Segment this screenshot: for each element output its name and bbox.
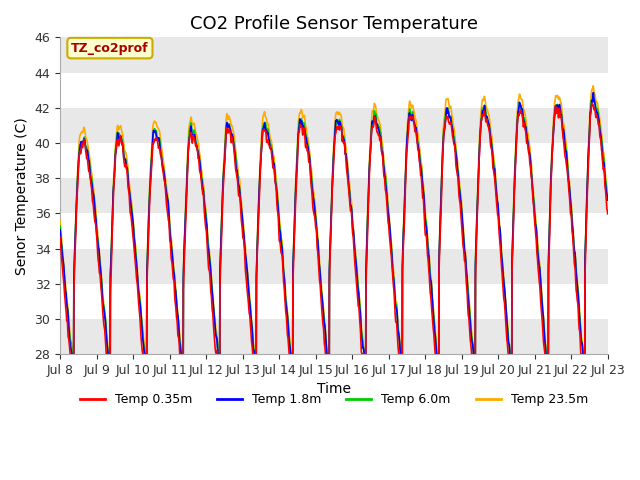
Line: Temp 23.5m: Temp 23.5m	[60, 86, 607, 354]
Temp 23.5m	[589, 83, 597, 89]
Temp 23.5m	[209, 297, 217, 302]
Temp 1.8m	[56, 227, 64, 233]
Y-axis label: Senor Temperature (C): Senor Temperature (C)	[15, 117, 29, 275]
Temp 1.8m	[604, 196, 611, 202]
Temp 6.0m	[56, 223, 64, 229]
Temp 23.5m	[397, 349, 404, 355]
Temp 1.8m	[552, 103, 559, 109]
Line: Temp 1.8m: Temp 1.8m	[60, 93, 607, 354]
Temp 0.35m	[387, 253, 395, 259]
Temp 1.8m	[68, 351, 76, 357]
Legend: Temp 0.35m, Temp 1.8m, Temp 6.0m, Temp 23.5m: Temp 0.35m, Temp 1.8m, Temp 6.0m, Temp 2…	[75, 388, 593, 411]
Temp 23.5m	[56, 218, 64, 224]
Temp 1.8m	[397, 351, 404, 357]
Temp 1.8m	[387, 246, 395, 252]
Temp 0.35m	[67, 351, 74, 357]
Temp 6.0m	[589, 92, 596, 97]
Temp 23.5m	[68, 351, 76, 357]
Bar	[60, 319, 607, 354]
Temp 0.35m	[56, 235, 64, 240]
Bar	[60, 249, 607, 284]
Temp 1.8m	[173, 312, 181, 317]
Temp 1.8m	[209, 300, 217, 306]
Line: Temp 6.0m: Temp 6.0m	[60, 95, 607, 354]
Temp 6.0m	[173, 311, 181, 316]
Temp 0.35m	[173, 328, 181, 334]
Temp 6.0m	[552, 102, 559, 108]
Temp 23.5m	[387, 239, 395, 245]
Temp 0.35m	[604, 211, 611, 216]
Temp 6.0m	[604, 196, 611, 202]
Temp 1.8m	[604, 197, 611, 203]
Temp 23.5m	[604, 191, 611, 197]
Title: CO2 Profile Sensor Temperature: CO2 Profile Sensor Temperature	[190, 15, 478, 33]
Text: TZ_co2prof: TZ_co2prof	[71, 42, 148, 55]
Bar	[60, 108, 607, 143]
Temp 0.35m	[209, 318, 217, 324]
Temp 23.5m	[604, 192, 611, 198]
Bar	[60, 37, 607, 72]
Temp 0.35m	[588, 100, 596, 106]
Temp 6.0m	[68, 351, 76, 357]
Temp 6.0m	[387, 243, 395, 249]
Temp 6.0m	[604, 194, 611, 200]
Temp 0.35m	[397, 351, 404, 357]
Line: Temp 0.35m: Temp 0.35m	[60, 103, 607, 354]
Temp 0.35m	[552, 104, 559, 110]
Temp 6.0m	[209, 301, 217, 307]
X-axis label: Time: Time	[317, 383, 351, 396]
Temp 6.0m	[397, 351, 404, 357]
Temp 0.35m	[604, 209, 611, 215]
Bar	[60, 178, 607, 213]
Temp 1.8m	[589, 90, 597, 96]
Temp 23.5m	[173, 310, 181, 315]
Temp 23.5m	[552, 93, 559, 98]
